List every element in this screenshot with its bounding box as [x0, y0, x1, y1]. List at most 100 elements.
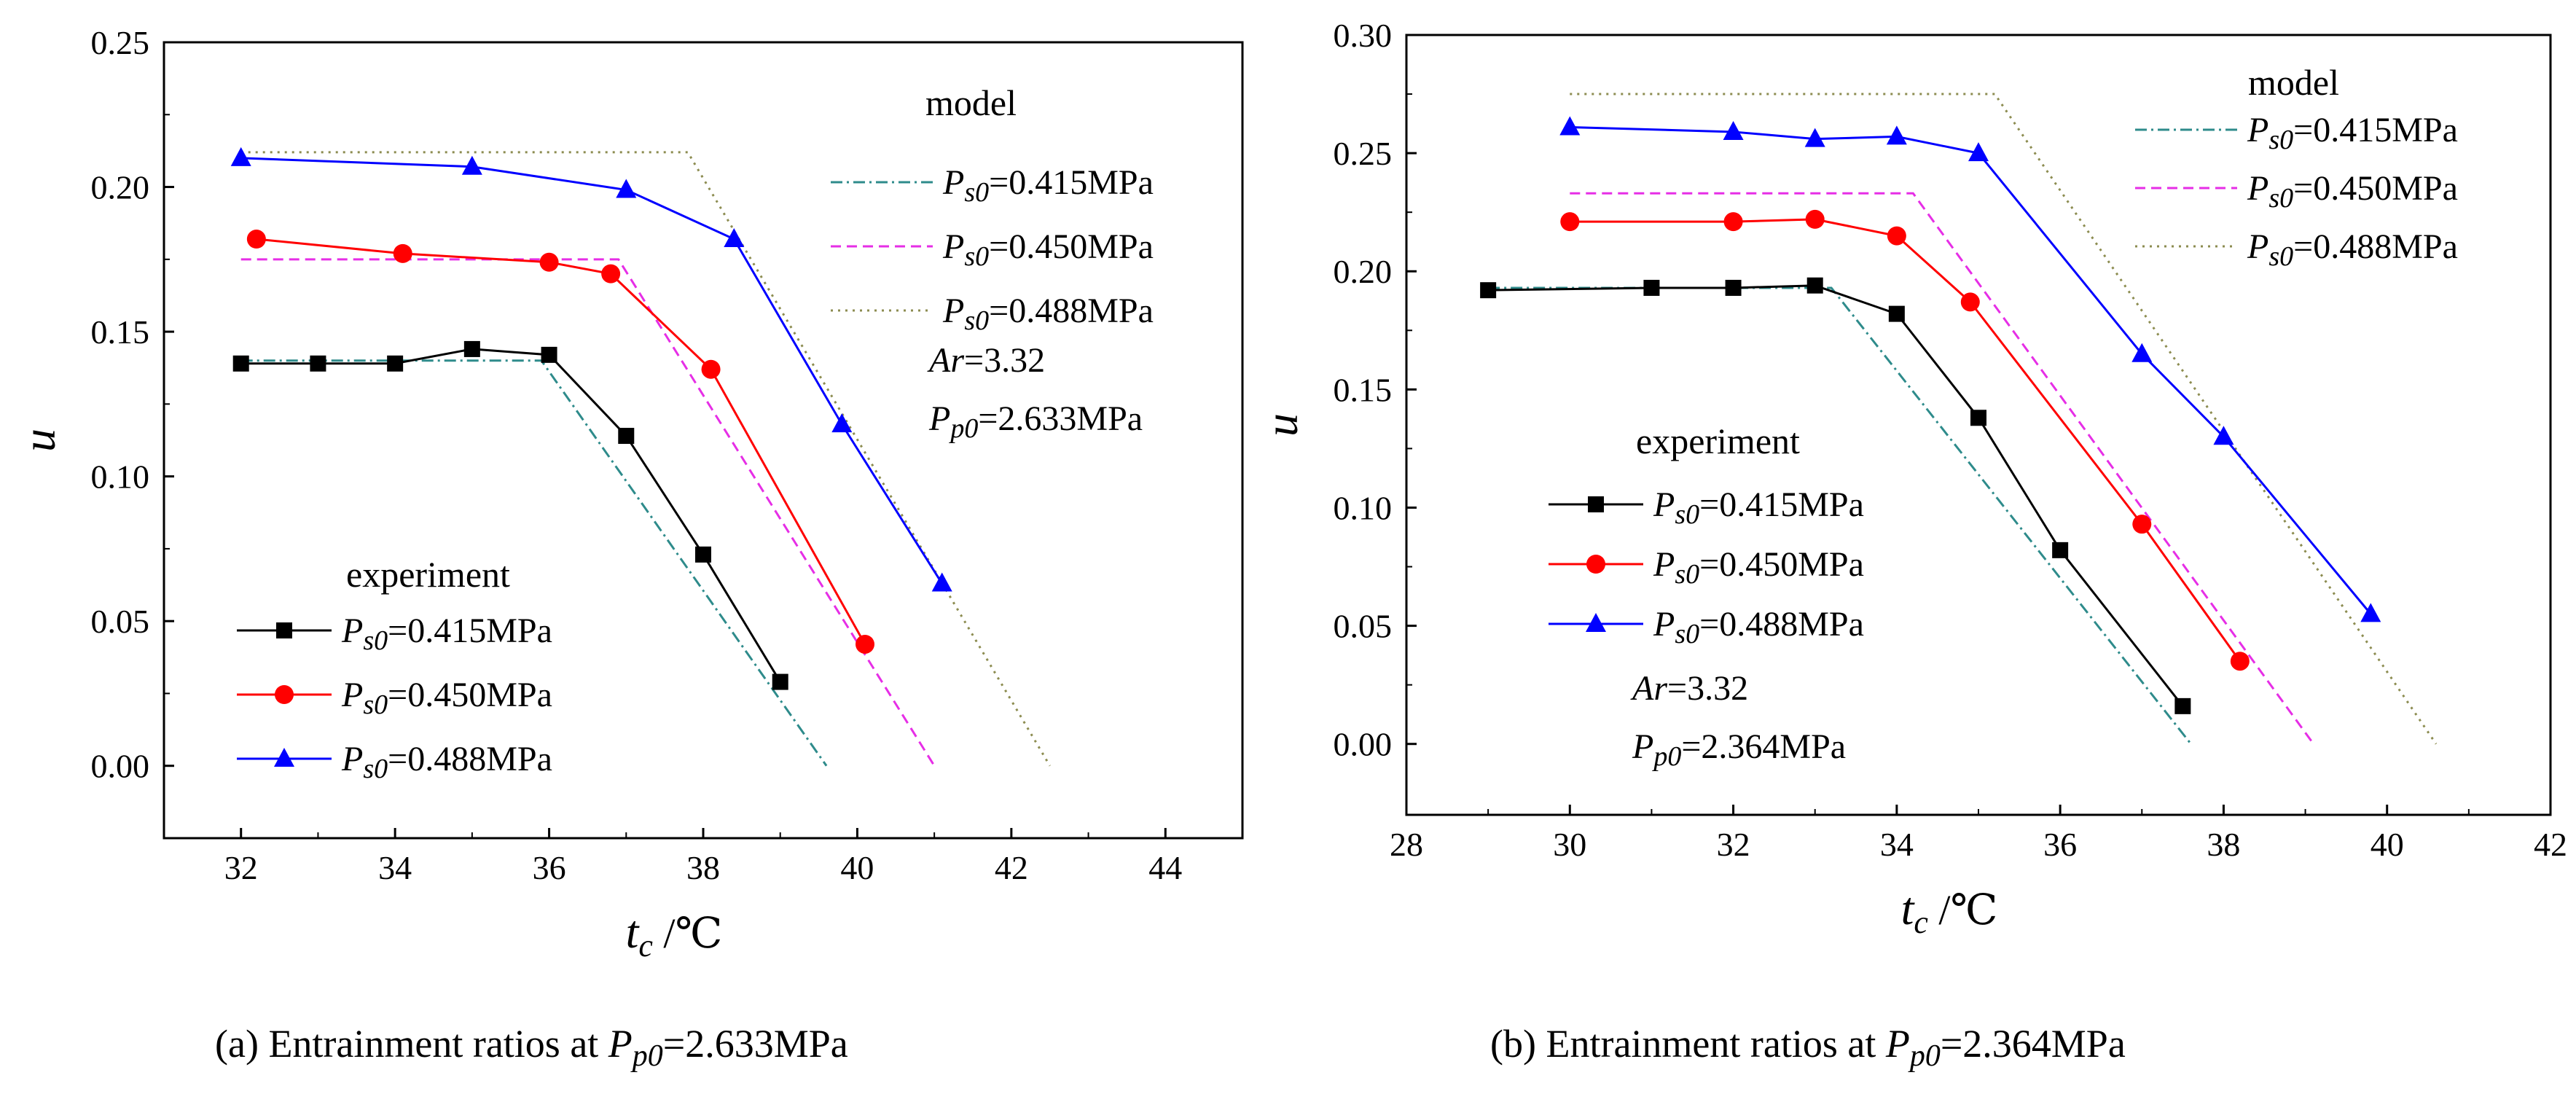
legend-value: =0.415MPa: [989, 163, 1154, 202]
x-tick-label: 28: [1390, 826, 1423, 863]
y-tick-label: 0.30: [1334, 17, 1393, 54]
panel-caption: (a) Entrainment ratios at Pp0=2.633MPa: [215, 1022, 848, 1073]
legend-var: P: [1653, 545, 1675, 584]
caption-subscript: p0: [630, 1039, 663, 1073]
y-tick-label: 0.05: [1334, 608, 1393, 645]
experiment-legend-marker: [1586, 555, 1605, 574]
legend-value: =0.488MPa: [2293, 227, 2458, 266]
model-line-series-3: [1570, 93, 2438, 745]
annotation-value: =3.32: [964, 341, 1045, 380]
annotation-value: =3.32: [1667, 669, 1748, 708]
panel-a: 32 34 36 38 40 42 44 0.00 0.05 0.10 0.15 0.20 0.25 tc…: [13, 24, 1244, 1073]
x-tick-label: 40: [840, 849, 874, 886]
annotation-subscript: p0: [948, 413, 978, 444]
x-axis-var: t: [1901, 883, 1916, 934]
x-axis-subscript: c: [1914, 904, 1928, 940]
caption-text: Entrainment ratios at: [259, 1022, 608, 1066]
panel-caption: (b) Entrainment ratios at Pp0=2.364MPa: [1490, 1022, 2126, 1073]
x-axis-unit: /℃: [1928, 886, 1998, 934]
experiment-legend-marker: [1588, 496, 1604, 512]
experiment-point-series-3: [1886, 125, 1907, 145]
experiment-legend-label: Ps0=0.450MPa: [341, 676, 552, 720]
y-tick-label: 0.15: [1334, 371, 1393, 408]
x-tick-label: 34: [378, 849, 412, 886]
x-tick-label: 44: [1148, 849, 1182, 886]
annotation-var: P: [928, 399, 950, 438]
experiment-point-series-3: [2131, 343, 2153, 362]
experiment-point-series-3: [1559, 116, 1581, 136]
y-tick-label: 0.10: [91, 458, 150, 496]
legend-var: P: [942, 292, 964, 330]
experiment-point-series-2: [1805, 209, 1825, 229]
experiment-point-series-1: [463, 340, 480, 357]
experiment-point-series-3: [230, 146, 251, 166]
model-legend-header: model: [925, 82, 1017, 123]
caption-subscript: p0: [1908, 1039, 1941, 1073]
x-axis-unit: /℃: [653, 910, 723, 957]
experiment-point-series-1: [1888, 305, 1905, 322]
experiment-legend-marker: [1586, 613, 1606, 632]
parameter-annotation: Ar=3.32: [927, 341, 1045, 380]
x-axis-var: t: [626, 906, 641, 958]
legend-value: =0.415MPa: [1699, 485, 1864, 524]
y-tick-label: 0.15: [91, 313, 150, 351]
legend-subscript: s0: [363, 754, 388, 784]
experiment-point-series-2: [1723, 212, 1743, 232]
experiment-point-series-3: [1968, 142, 1989, 162]
legend-subscript: s0: [1675, 559, 1699, 590]
x-axis-subscript: c: [638, 928, 653, 964]
legend-var: P: [1653, 605, 1675, 644]
x-tick-label: 38: [2207, 826, 2240, 863]
experiment-point-series-2: [393, 243, 412, 263]
annotation-var: Ar: [927, 341, 964, 380]
legend-subscript: s0: [964, 305, 989, 336]
experiment-legend-marker: [276, 622, 292, 638]
experiment-point-series-1: [1806, 277, 1823, 294]
caption-value: =2.633MPa: [663, 1022, 848, 1066]
model-legend-header: model: [2248, 62, 2339, 103]
experiment-point-series-2: [856, 634, 874, 654]
x-tick-label: 34: [1880, 826, 1914, 863]
experiment-point-series-3: [724, 228, 745, 248]
experiment-legend-label: Ps0=0.415MPa: [341, 611, 552, 656]
parameter-annotation: Ar=3.32: [1630, 669, 1748, 708]
x-tick-label: 42: [2534, 826, 2567, 863]
x-tick-label: 32: [224, 849, 258, 886]
experiment-point-series-1: [232, 355, 249, 372]
experiment-point-series-2: [1560, 212, 1580, 232]
legend-var: P: [942, 227, 964, 266]
annotation-var: P: [1632, 727, 1653, 766]
legend-subscript: s0: [964, 241, 989, 272]
model-line-series-2: [240, 258, 936, 767]
legend-subscript: s0: [363, 625, 388, 656]
caption-var: P: [1885, 1022, 1910, 1066]
legend-value: =0.450MPa: [2293, 169, 2458, 208]
legend-var: P: [341, 740, 363, 778]
model-legend-label: Ps0=0.415MPa: [942, 163, 1154, 208]
legend-value: =0.488MPa: [989, 292, 1154, 330]
parameter-annotation: Pp0=2.633MPa: [928, 399, 1143, 444]
experiment-point-series-3: [1723, 120, 1744, 140]
legend-value: =0.450MPa: [1699, 545, 1864, 584]
legend-value: =0.450MPa: [388, 676, 552, 714]
experiment-point-series-1: [772, 673, 788, 690]
x-axis-title: tc /℃: [1901, 883, 1998, 940]
experiment-point-series-3: [461, 155, 482, 175]
legend-subscript: s0: [363, 689, 388, 720]
y-tick-label: 0.20: [1334, 253, 1393, 290]
x-tick-label: 42: [995, 849, 1028, 886]
model-line-series-2: [1570, 192, 2314, 745]
x-tick-label: 30: [1553, 826, 1586, 863]
annotation-value: =2.364MPa: [1681, 727, 1846, 766]
legend-var: P: [2247, 111, 2268, 149]
caption-label: (b): [1490, 1022, 1536, 1066]
y-tick-label: 0.20: [91, 169, 150, 206]
y-tick-label: 0.05: [91, 603, 150, 640]
experiment-line-series-3: [240, 157, 943, 585]
legend-value: =0.450MPa: [989, 227, 1154, 266]
experiment-point-series-1: [1725, 279, 1742, 296]
experiment-point-series-3: [616, 179, 637, 198]
x-tick-label: 36: [533, 849, 566, 886]
legend-var: P: [2247, 169, 2268, 208]
experiment-legend-label: Ps0=0.450MPa: [1653, 545, 1864, 590]
